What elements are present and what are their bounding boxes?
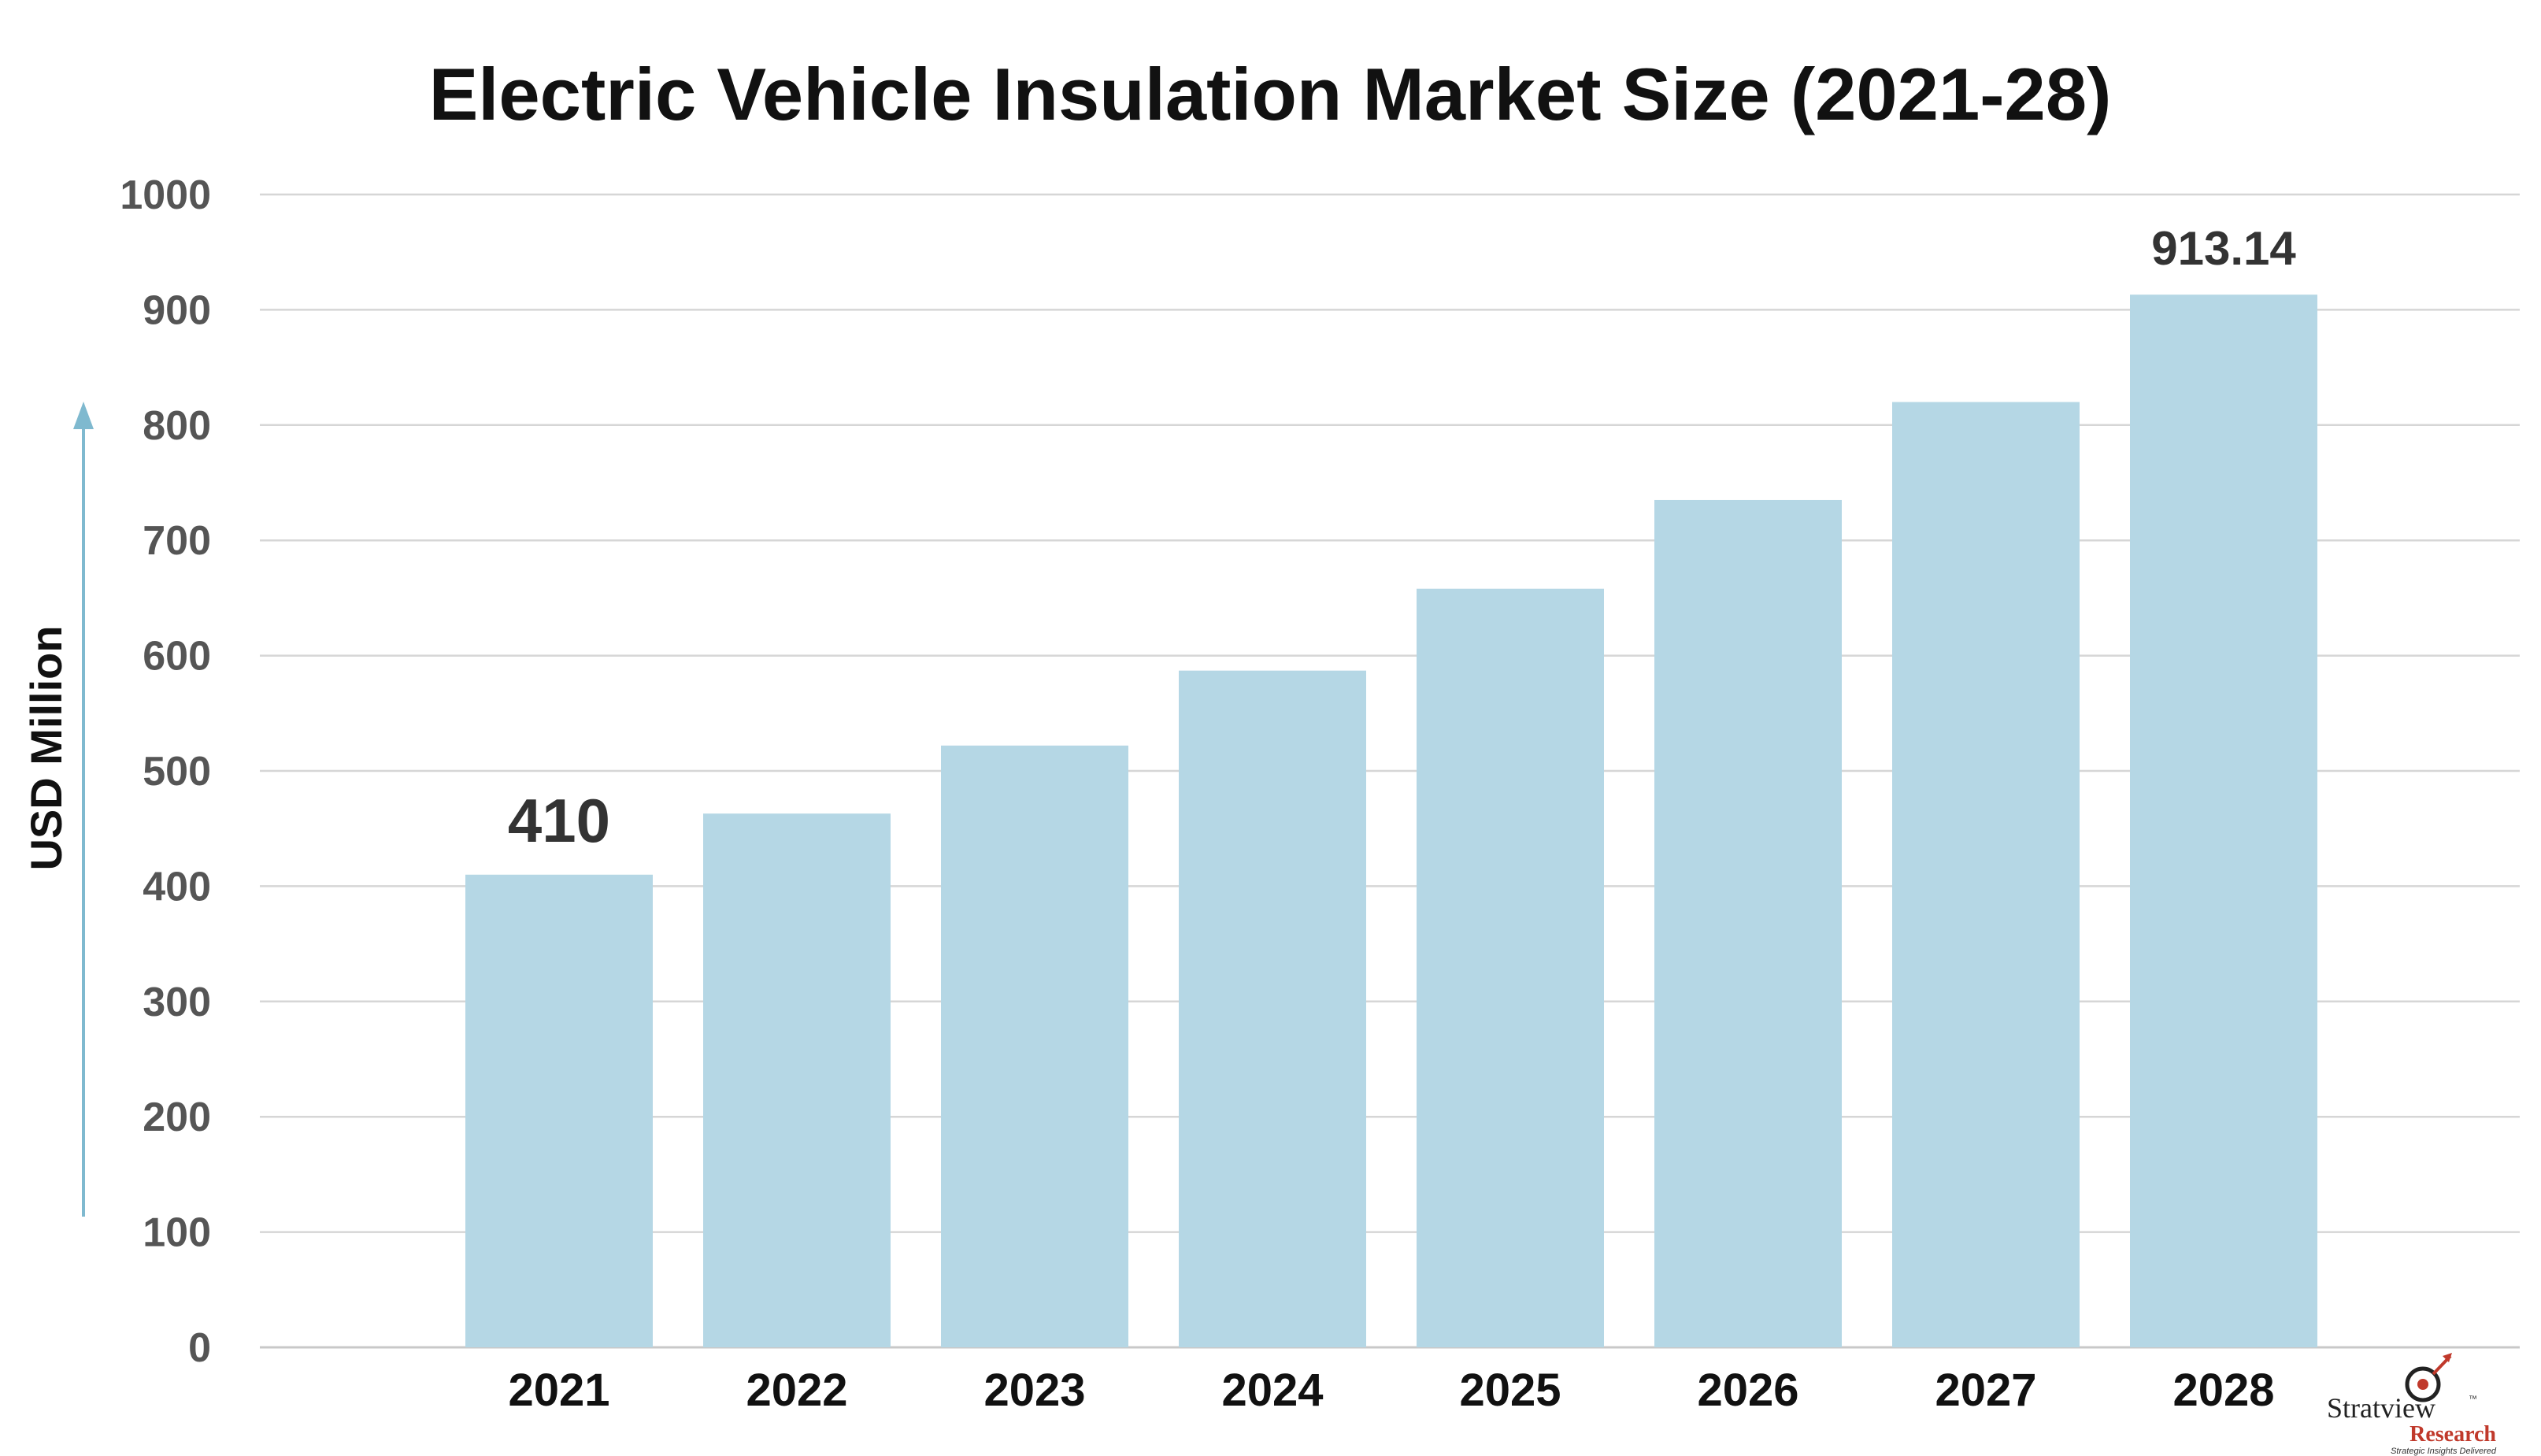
data-label-2028: 913.14	[2151, 222, 2296, 275]
logo-tagline: Strategic Insights Delivered	[2391, 1447, 2497, 1456]
x-tick-label-2023: 2023	[983, 1365, 1085, 1416]
y-tick-label: 200	[143, 1095, 211, 1140]
bar-2021	[465, 874, 653, 1347]
logo-name: Stratview	[2327, 1392, 2435, 1424]
x-tick-label-2021: 2021	[508, 1365, 609, 1416]
stratview-logo: Stratview ™ Research Strategic Insights …	[2327, 1353, 2497, 1456]
chart-title: Electric Vehicle Insulation Market Size …	[429, 53, 2112, 135]
logo-trademark: ™	[2469, 1395, 2477, 1404]
y-tick-label: 700	[143, 518, 211, 564]
x-tick-label-2026: 2026	[1697, 1365, 1798, 1416]
y-tick-label: 300	[143, 980, 211, 1025]
y-axis-label: USD Million	[21, 625, 71, 870]
x-tick-label-2025: 2025	[1459, 1365, 1561, 1416]
bar-2022	[703, 813, 891, 1347]
bar-2028	[2130, 295, 2317, 1347]
y-tick-label: 100	[143, 1210, 211, 1256]
x-tick-label-2027: 2027	[1935, 1365, 2036, 1416]
y-tick-label: 800	[143, 403, 211, 449]
data-label-2021: 410	[508, 786, 610, 855]
bar-2025	[1417, 588, 1604, 1347]
y-tick-label: 600	[143, 634, 211, 680]
bar-2026	[1654, 499, 1842, 1348]
x-tick-label-2022: 2022	[746, 1365, 847, 1416]
y-axis-arrow-head	[73, 402, 94, 429]
y-tick-label: 400	[143, 864, 211, 910]
x-tick-label-2024: 2024	[1221, 1365, 1323, 1416]
x-tick-label-2028: 2028	[2172, 1365, 2274, 1416]
y-axis-arrow	[73, 402, 94, 1217]
y-tick-label: 1000	[120, 172, 211, 218]
y-tick-label: 0	[188, 1325, 211, 1371]
logo-subtitle: Research	[2410, 1422, 2496, 1447]
bar-2024	[1179, 670, 1366, 1347]
bar-2027	[1892, 402, 2080, 1347]
bars	[465, 295, 2317, 1348]
y-tick-label: 500	[143, 749, 211, 795]
y-tick-label: 900	[143, 287, 211, 333]
data-labels: 410 913.14	[508, 222, 2296, 855]
bar-2023	[941, 745, 1128, 1347]
x-axis-ticks: 2021 2022 2023 2024 2025 2026 2027 2028	[508, 1365, 2274, 1416]
logo-emblem-icon	[2405, 1353, 2452, 1402]
y-axis-ticks: 0 100 200 300 400 500 600 700 800 900 1000	[120, 172, 211, 1371]
